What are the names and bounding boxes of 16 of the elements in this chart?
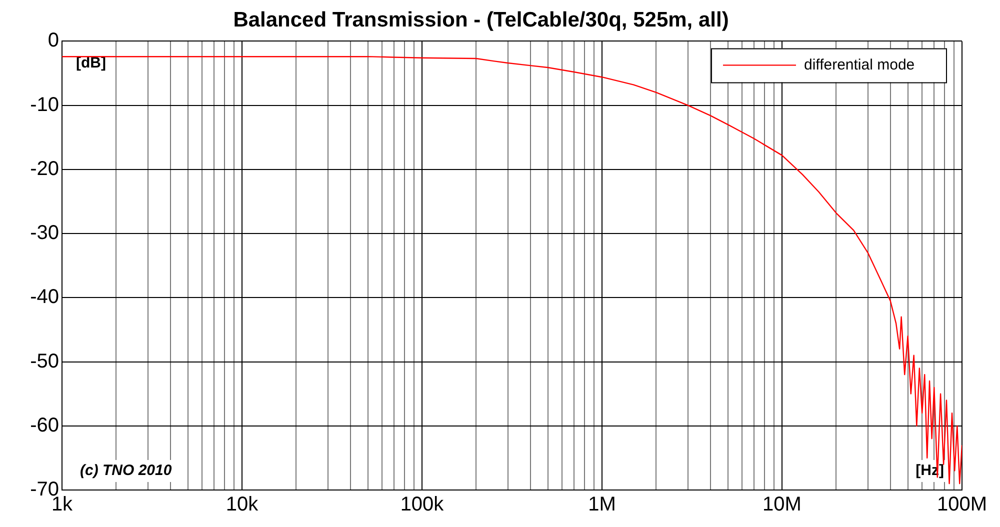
y-tick-label: -60 <box>30 414 59 436</box>
annotation: (c) TNO 2010 <box>80 462 172 480</box>
x-tick-label: 1M <box>588 494 616 516</box>
y-tick-label: -50 <box>30 350 59 372</box>
x-tick-label: 10k <box>226 494 260 516</box>
y-tick-label: -30 <box>30 222 59 244</box>
legend-label: differential mode <box>804 56 915 74</box>
x-tick-label: 100k <box>400 494 445 516</box>
y-tick-label: -10 <box>30 94 59 116</box>
chart-title: Balanced Transmission - (TelCable/30q, 525m, all) <box>233 8 729 32</box>
x-tick-label: 10M <box>762 494 802 516</box>
y-tick-label: 0 <box>48 30 59 52</box>
y-tick-label: -40 <box>30 286 59 308</box>
y-tick-label: -20 <box>30 158 59 180</box>
x-tick-label: 100M <box>936 494 988 516</box>
annotation: [dB] <box>76 54 106 72</box>
